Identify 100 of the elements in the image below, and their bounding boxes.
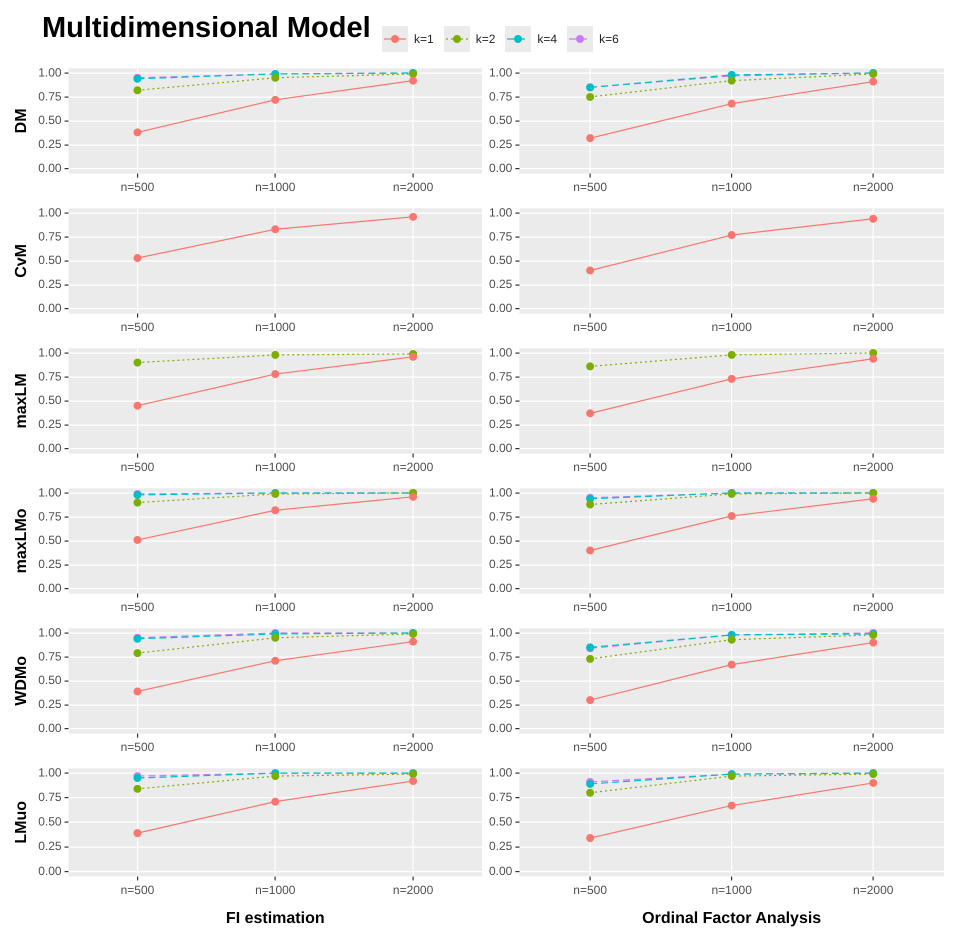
point [271,96,280,104]
point [133,784,142,793]
point [586,696,594,704]
y-tick-label: 0.75 [38,229,62,244]
y-tick-label: 0.75 [488,649,513,664]
y-tick-label: 0.25 [38,557,62,572]
point [133,498,142,507]
point [271,370,280,378]
x-tick-label: n=2000 [853,600,894,614]
y-tick-label: 1.00 [38,345,62,360]
x-tick-label: n=500 [573,740,608,754]
point [728,374,736,383]
point [869,638,878,647]
x-tick-label: n=2000 [853,180,894,194]
y-tick-label: 0.00 [38,721,62,736]
x-tick-label: n=1000 [711,882,752,897]
legend-label: k=4 [537,32,558,46]
y-tick-label: 0.75 [488,229,513,244]
y-tick-label: 0.25 [38,697,62,712]
point [586,362,594,370]
point [728,512,736,520]
point [271,506,280,514]
x-tick-label: n=500 [120,882,155,897]
y-tick-label: 1.00 [488,345,513,360]
y-axis-title: LMuo [13,800,30,844]
x-tick-label: n=500 [573,180,608,194]
point [271,74,280,82]
point [133,358,142,367]
y-tick-label: 0.75 [38,509,62,524]
point [586,500,594,508]
y-tick-label: 1.00 [488,485,513,500]
y-tick-label: 0.50 [38,673,62,688]
point [133,402,142,410]
x-axis-title: Ordinal Factor Analysis [642,910,822,927]
y-tick-label: 0.50 [488,814,513,829]
y-tick-label: 0.25 [38,839,62,854]
chart-title: Multidimensional Model [42,12,371,45]
y-axis-title: WDMo [13,656,30,706]
y-tick-label: 1.00 [38,65,62,80]
x-tick-label: n=1000 [711,320,752,334]
y-tick-label: 1.00 [488,65,513,80]
x-tick-label: n=2000 [853,740,894,754]
point [586,134,594,142]
y-tick-label: 0.75 [488,790,513,804]
y-tick-label: 0.25 [488,417,513,432]
y-axis-title: maxLM [13,373,30,428]
x-tick-label: n=500 [120,740,155,754]
x-tick-label: n=2000 [392,740,434,754]
point [409,492,418,501]
y-tick-label: 0.00 [38,161,62,176]
y-axis-title: DM [13,108,30,134]
point [586,654,594,663]
x-tick-label: n=1000 [711,460,752,474]
x-tick-label: n=2000 [392,460,434,474]
point [409,776,418,785]
point [133,128,142,136]
point [271,225,280,234]
point [271,772,280,780]
x-tick-label: n=2000 [392,320,434,334]
x-tick-label: n=500 [120,320,155,334]
y-tick-label: 0.25 [38,417,62,432]
y-tick-label: 0.25 [488,557,513,572]
point [409,638,418,646]
point [133,86,142,94]
y-tick-label: 0.50 [38,814,62,829]
y-tick-label: 0.75 [38,89,62,104]
point [271,798,280,806]
y-tick-label: 0.50 [38,253,62,268]
y-tick-label: 0.75 [38,369,62,384]
y-tick-label: 1.00 [488,625,513,640]
legend-label: k=1 [414,32,434,46]
y-tick-label: 0.00 [488,441,513,456]
y-tick-label: 1.00 [38,765,62,780]
point [728,100,736,108]
y-tick-label: 0.75 [488,369,513,384]
x-tick-label: n=2000 [392,600,434,614]
point [409,76,418,85]
point [586,834,594,842]
x-tick-label: n=500 [120,600,155,614]
point [869,494,878,503]
x-tick-label: n=500 [573,460,608,474]
point [869,78,878,86]
y-tick-label: 1.00 [38,485,62,500]
y-tick-label: 0.00 [38,301,62,316]
point [133,829,142,838]
legend-label: k=2 [476,32,496,46]
point [133,649,142,658]
x-tick-label: n=2000 [392,882,434,897]
x-tick-label: n=1000 [711,180,752,194]
x-tick-label: n=2000 [853,320,894,334]
y-tick-label: 0.75 [38,649,62,664]
point [586,546,594,554]
point [271,350,280,359]
point [728,802,736,810]
x-tick-label: n=1000 [711,740,752,754]
x-tick-label: n=2000 [853,882,894,897]
point [586,266,594,274]
y-tick-label: 0.00 [488,161,513,176]
point [728,231,736,240]
point [728,76,736,85]
